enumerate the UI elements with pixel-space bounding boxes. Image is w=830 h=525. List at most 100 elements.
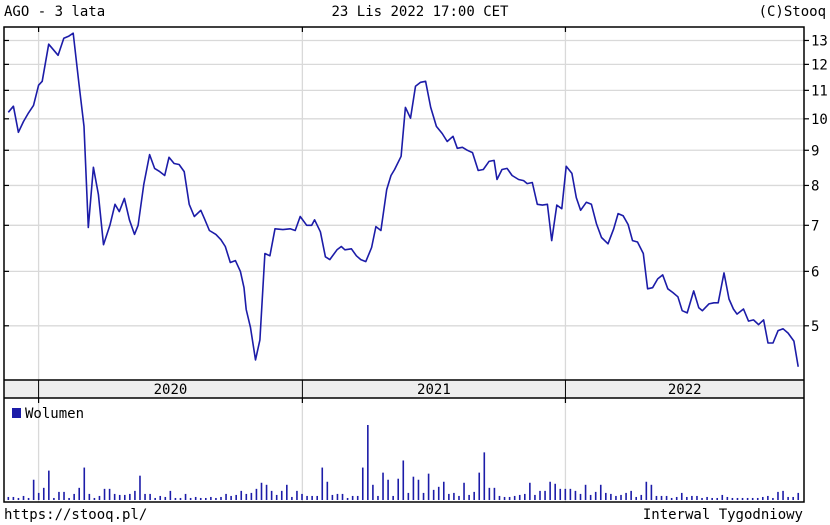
volume-bar: [301, 493, 303, 500]
volume-bar: [93, 497, 96, 500]
volume-bar: [407, 492, 410, 500]
y-tick-label: 6: [811, 264, 819, 280]
volume-bar: [372, 484, 374, 500]
volume-bars: [7, 425, 800, 500]
volume-bar: [179, 497, 182, 500]
volume-bar: [539, 490, 541, 500]
volume-bar: [650, 484, 653, 500]
volume-bar: [544, 490, 546, 500]
volume-bar: [53, 497, 55, 500]
volume-bar: [336, 493, 339, 500]
volume-bar: [691, 495, 693, 500]
volume-bar: [767, 495, 769, 500]
volume-bar: [12, 496, 15, 500]
year-band: [4, 380, 804, 398]
volume-bar: [782, 490, 784, 500]
volume-bar: [493, 487, 496, 500]
y-tick-label: 9: [811, 143, 819, 159]
volume-bar: [189, 497, 192, 500]
volume-bar: [123, 494, 126, 500]
volume-bar: [524, 493, 526, 500]
copyright-label: (C)Stooq: [759, 4, 826, 20]
volume-bar: [453, 492, 455, 500]
y-tick-label: 12: [811, 57, 828, 73]
volume-bar: [356, 495, 359, 500]
volume-bar: [184, 493, 187, 500]
y-tick-label: 5: [811, 319, 819, 335]
x-tick-label: 2021: [417, 382, 451, 398]
volume-bar: [316, 495, 318, 500]
y-tick-label: 10: [811, 112, 828, 128]
volume-bar: [630, 490, 632, 500]
volume-bar: [58, 491, 60, 500]
volume-bar: [716, 497, 719, 500]
volume-bar: [306, 495, 308, 500]
volume-bar: [311, 495, 313, 500]
volume-bar: [483, 452, 486, 500]
volume-bar: [559, 488, 562, 500]
volume-bar: [564, 488, 567, 500]
volume-bar: [382, 472, 384, 500]
volume-bar: [518, 494, 521, 500]
chart-datetime: 23 Lis 2022 17:00 CET: [331, 4, 509, 20]
volume-bar: [503, 496, 506, 500]
volume-bar: [554, 483, 556, 500]
volume-bar: [275, 494, 278, 500]
volume-bar: [17, 497, 20, 500]
volume-bar: [286, 484, 288, 500]
volume-bar: [610, 493, 612, 500]
volume-bar: [655, 495, 658, 500]
volume-bar: [751, 497, 754, 500]
volume-bar: [706, 496, 708, 500]
volume-bar: [442, 481, 445, 500]
volume-bar: [118, 494, 121, 500]
x-tick-label: 2022: [668, 382, 702, 398]
volume-bar: [726, 496, 729, 500]
source-link[interactable]: https://stooq.pl/: [4, 507, 147, 523]
volume-bar: [280, 490, 283, 500]
volume-bar: [792, 496, 794, 500]
volume-bar: [721, 494, 724, 500]
volume-bar: [625, 492, 627, 500]
volume-bar: [377, 495, 379, 500]
volume-bar: [164, 496, 167, 500]
volume-bar: [174, 497, 177, 500]
volume-bar: [291, 496, 293, 500]
y-tick-label: 7: [811, 218, 819, 234]
volume-bar: [73, 493, 75, 500]
volume-bar: [736, 497, 739, 500]
volume-bar: [270, 490, 273, 500]
volume-bar: [154, 497, 156, 500]
y-tick-label: 11: [811, 83, 828, 99]
volume-bar: [240, 490, 243, 500]
volume-bar: [98, 495, 101, 500]
volume-bar: [83, 467, 86, 500]
volume-bar: [645, 481, 648, 500]
volume-bar: [113, 493, 116, 500]
volume-bar: [772, 497, 774, 500]
volume-bar: [346, 497, 349, 500]
volume-bar: [42, 487, 45, 500]
volume-bar: [144, 493, 146, 500]
volume-bar: [194, 496, 197, 500]
volume-bar: [508, 496, 511, 500]
volume-bar: [22, 495, 25, 500]
volume-bar: [392, 495, 394, 500]
volume-bar: [711, 497, 713, 500]
volume-bar: [432, 489, 435, 500]
volume-bar: [32, 479, 35, 500]
volume-bar: [220, 496, 222, 500]
volume-bar: [134, 490, 136, 500]
volume-bar: [777, 491, 779, 500]
volume-bar: [78, 487, 81, 500]
volume-legend-label: Wolumen: [25, 406, 84, 422]
y-tick-label: 13: [811, 33, 828, 49]
volume-bar: [473, 491, 475, 500]
volume-bar: [569, 488, 572, 500]
volume-bar: [48, 470, 50, 500]
volume-bar: [675, 496, 678, 500]
volume-bar: [513, 495, 516, 500]
volume-bar: [387, 479, 389, 500]
volume-bar: [529, 482, 531, 500]
y-tick-label: 8: [811, 178, 819, 194]
